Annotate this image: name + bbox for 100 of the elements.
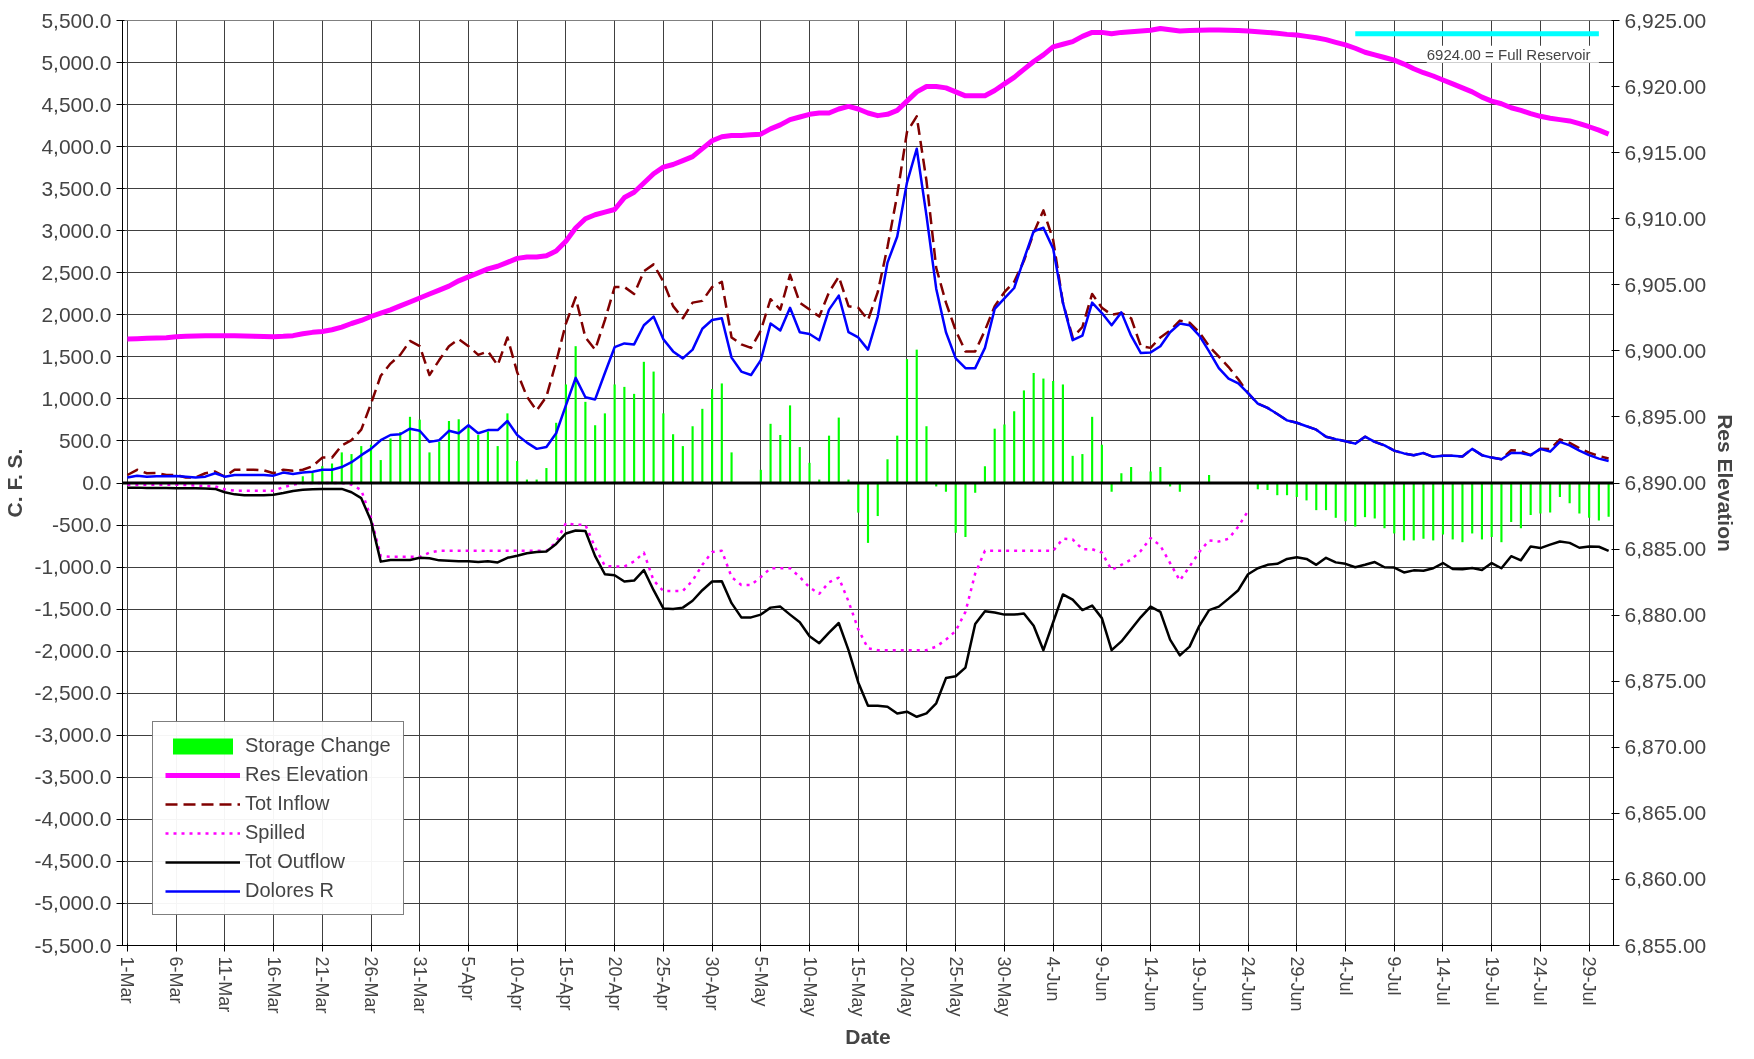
y2-tick-label: 6,885.00 bbox=[1624, 537, 1707, 561]
bar bbox=[1500, 483, 1503, 543]
bar bbox=[1013, 411, 1016, 483]
y-tick-label: 4,000.0 bbox=[41, 134, 112, 158]
x-tick-label: 30-Apr bbox=[702, 956, 723, 1011]
bar bbox=[506, 413, 509, 483]
bar bbox=[467, 428, 470, 483]
bar bbox=[1441, 483, 1445, 535]
bar bbox=[1071, 455, 1074, 483]
bar bbox=[808, 462, 811, 483]
bar bbox=[584, 401, 587, 483]
x-tick-label: 24-Jun bbox=[1238, 956, 1259, 1012]
x-tick-label: 26-Mar bbox=[361, 956, 381, 1014]
bar bbox=[1422, 483, 1425, 539]
bar bbox=[486, 431, 490, 483]
y-tick-label: 1,000.0 bbox=[41, 386, 112, 410]
y2-tick-label: 6,860.00 bbox=[1624, 867, 1707, 891]
bar bbox=[905, 359, 909, 483]
y2-tick-label: 6,875.00 bbox=[1624, 669, 1707, 693]
bar bbox=[594, 425, 597, 483]
bar bbox=[603, 413, 606, 483]
y-tick-label: -4,000.0 bbox=[34, 807, 112, 831]
bar bbox=[915, 349, 918, 483]
y-tick-label: 3,000.0 bbox=[41, 218, 112, 242]
y2-axis-title: Res Elevation bbox=[1714, 414, 1738, 552]
y-tick-label: 4,500.0 bbox=[41, 92, 112, 116]
y-tick-label: 500.0 bbox=[58, 428, 112, 452]
x-tick-label: 14-Jul bbox=[1432, 956, 1453, 1006]
y-axis-title: C. F. S. bbox=[3, 448, 27, 518]
bar bbox=[652, 371, 655, 483]
x-tick-label: 20-May bbox=[896, 956, 917, 1017]
bar bbox=[1091, 416, 1094, 483]
bar bbox=[1052, 381, 1055, 483]
legend-label: Dolores R bbox=[245, 879, 334, 902]
y-tick-label: -2,500.0 bbox=[34, 681, 112, 705]
y2-tick-label: 6,890.00 bbox=[1624, 471, 1707, 494]
x-tick-label: 29-Jul bbox=[1579, 956, 1600, 1006]
bar bbox=[711, 388, 714, 483]
y-tick-label: -5,500.0 bbox=[34, 933, 112, 957]
x-tick-label: 9-Jun bbox=[1091, 956, 1112, 1002]
y-tick-label: 5,500.0 bbox=[41, 8, 112, 32]
bar bbox=[1003, 424, 1006, 483]
bar bbox=[379, 460, 382, 483]
y-tick-label: 2,000.0 bbox=[41, 302, 112, 326]
y2-tick-label: 6,865.00 bbox=[1624, 801, 1707, 825]
bar bbox=[1383, 483, 1386, 529]
bar bbox=[769, 423, 772, 483]
bar bbox=[681, 446, 684, 483]
bar bbox=[496, 446, 499, 483]
bar bbox=[896, 435, 899, 483]
y-tick-label: -2,000.0 bbox=[34, 639, 112, 663]
bar bbox=[1100, 444, 1103, 483]
bar bbox=[691, 426, 694, 483]
y-tick-label: -500.0 bbox=[51, 513, 112, 537]
y2-tick-label: 6,910.00 bbox=[1624, 206, 1707, 230]
x-tick-label: 24-Jul bbox=[1530, 956, 1551, 1006]
y-tick-label: -5,000.0 bbox=[34, 891, 112, 915]
bar bbox=[311, 472, 314, 483]
bar bbox=[730, 452, 733, 483]
x-tick-label: 30-May bbox=[994, 956, 1015, 1017]
bar bbox=[1344, 483, 1347, 522]
bar bbox=[925, 426, 928, 483]
bar bbox=[1032, 373, 1035, 483]
x-axis-title: Date bbox=[845, 1024, 891, 1048]
y-tick-label: 2,500.0 bbox=[41, 260, 112, 284]
bar bbox=[866, 483, 870, 543]
bar bbox=[642, 361, 645, 483]
x-tick-label: 31-Mar bbox=[409, 956, 430, 1014]
bar bbox=[837, 417, 840, 483]
x-tick-label: 29-Jun bbox=[1286, 956, 1307, 1012]
x-tick-label: 15-Apr bbox=[555, 956, 576, 1011]
bar bbox=[1061, 384, 1064, 483]
x-tick-label: 6-Mar bbox=[166, 956, 187, 1004]
x-tick-label: 20-Apr bbox=[604, 956, 625, 1011]
y-tick-label: 1,500.0 bbox=[41, 344, 112, 368]
x-tick-label: 25-Apr bbox=[653, 956, 674, 1011]
x-tick-label: 11-Mar bbox=[214, 956, 235, 1013]
bar bbox=[662, 413, 665, 483]
x-tick-label: 5-Apr bbox=[458, 956, 479, 1001]
x-tick-label: 4-Jul bbox=[1335, 956, 1356, 996]
y-tick-label: 3,500.0 bbox=[41, 176, 112, 200]
legend-label: Tot Outflow bbox=[245, 850, 346, 873]
y-tick-label: -1,500.0 bbox=[34, 597, 112, 621]
bar bbox=[779, 434, 782, 483]
legend-label: Spilled bbox=[245, 821, 306, 844]
bar bbox=[477, 434, 480, 483]
y-tick-label: 0.0 bbox=[82, 471, 112, 494]
bar bbox=[964, 483, 967, 537]
bar bbox=[623, 386, 626, 483]
x-tick-label: 19-Jul bbox=[1481, 956, 1502, 1006]
bar bbox=[720, 383, 723, 483]
legend-label: Res Elevation bbox=[245, 763, 369, 786]
annotation: 6924.00 = Full Reservoir bbox=[1426, 45, 1591, 63]
x-tick-label: 19-Jun bbox=[1189, 956, 1210, 1012]
bar bbox=[1042, 378, 1045, 483]
y-tick-label: -3,500.0 bbox=[34, 765, 112, 789]
bar bbox=[438, 441, 441, 483]
y2-tick-label: 6,880.00 bbox=[1624, 603, 1707, 627]
bar bbox=[993, 428, 996, 483]
bar bbox=[954, 483, 957, 533]
